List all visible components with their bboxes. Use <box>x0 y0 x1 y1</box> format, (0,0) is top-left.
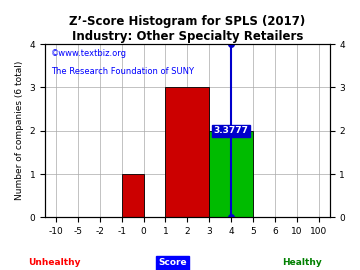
Text: Unhealthy: Unhealthy <box>28 258 80 267</box>
Bar <box>122 174 144 217</box>
Title: Z’-Score Histogram for SPLS (2017)
Industry: Other Specialty Retailers: Z’-Score Histogram for SPLS (2017) Indus… <box>69 15 305 43</box>
Text: The Research Foundation of SUNY: The Research Foundation of SUNY <box>51 67 194 76</box>
Bar <box>165 87 209 217</box>
Text: ©www.textbiz.org: ©www.textbiz.org <box>51 49 127 58</box>
Text: 3.3777: 3.3777 <box>213 126 248 135</box>
Text: Score: Score <box>158 258 187 267</box>
Y-axis label: Number of companies (6 total): Number of companies (6 total) <box>15 61 24 200</box>
Text: Healthy: Healthy <box>283 258 322 267</box>
Bar <box>209 131 253 217</box>
